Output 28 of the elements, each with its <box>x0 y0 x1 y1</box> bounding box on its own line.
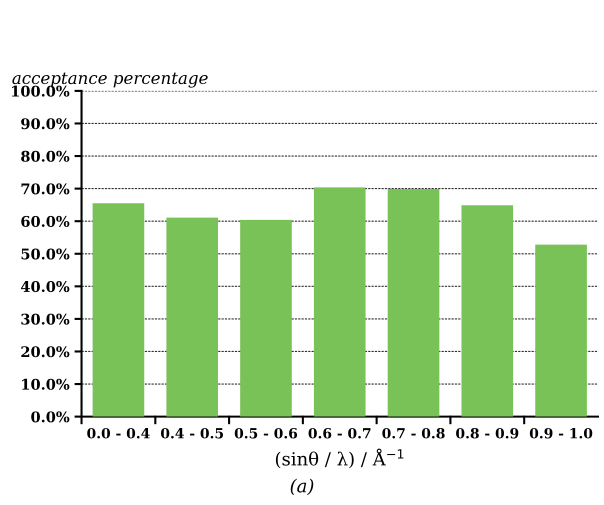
y-tick-label: 70.0% <box>22 183 70 194</box>
bar <box>388 188 440 417</box>
x-tick-label: 0.6 - 0.7 <box>308 428 370 438</box>
x-axis-title: (sinθ / λ) / Å$^{−1}$ <box>276 448 404 468</box>
y-tick-label: 40.0% <box>20 281 70 292</box>
x-tick-label: 0.0 - 0.4 <box>87 428 150 438</box>
y-tick-label: 100.0% <box>12 86 70 97</box>
y-tick-label: 30.0% <box>21 314 70 325</box>
y-axis-title: acceptance percentage <box>12 72 208 88</box>
y-tick-label: 80.0% <box>21 150 70 162</box>
y-tick-label: 10.0% <box>22 378 70 390</box>
bar <box>240 220 292 417</box>
y-tick-label: 0.0% <box>31 411 70 422</box>
x-tick-label: 0.8 - 0.9 <box>456 428 518 438</box>
y-tick-label: 50.0% <box>22 248 70 260</box>
y-tick-label: 60.0% <box>21 216 70 227</box>
bar <box>92 203 144 417</box>
x-tick-label: 0.4 - 0.5 <box>160 428 224 438</box>
bar <box>166 218 218 417</box>
bar <box>535 244 587 417</box>
text: (a) <box>290 478 314 496</box>
bar <box>314 187 366 417</box>
x-tick-label: 0.9 - 1.0 <box>530 428 592 438</box>
bar <box>461 205 514 417</box>
y-tick-label: 20.0% <box>21 346 70 358</box>
y-tick-label: 90.0% <box>21 118 70 130</box>
x-tick-label: 0.7 - 0.8 <box>382 428 445 438</box>
x-tick-label: 0.5 - 0.6 <box>234 428 298 438</box>
